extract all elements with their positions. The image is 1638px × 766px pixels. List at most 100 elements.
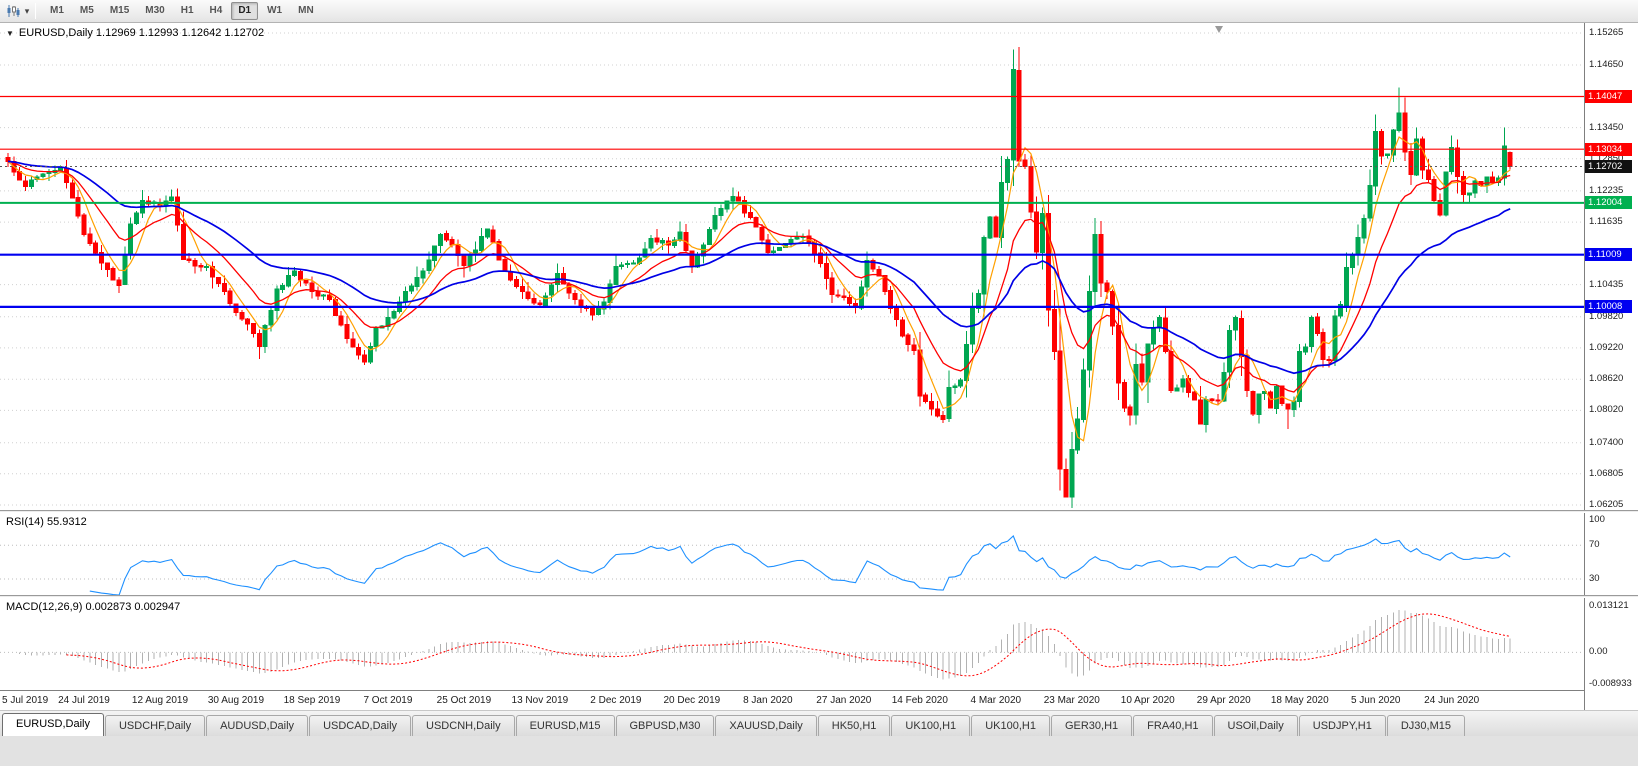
time-axis-label: 10 Apr 2020 — [1120, 695, 1175, 706]
candles-series — [5, 47, 1513, 508]
axis-tick-label: 1.08620 — [1589, 373, 1624, 385]
timeframe-button-m5[interactable]: M5 — [79, 5, 94, 16]
axis-tick-label: 1.08020 — [1589, 404, 1624, 416]
timeframe-button-m30[interactable]: M30 — [145, 5, 165, 16]
time-axis-label: 12 Aug 2019 — [131, 695, 189, 706]
chart-tab-xauusd-daily[interactable]: XAUUSD,Daily — [715, 715, 817, 736]
time-axis-label: 7 Oct 2019 — [363, 695, 413, 706]
axis-tick-label: 1.14650 — [1589, 59, 1624, 71]
chart-tab-uk100-h1[interactable]: UK100,H1 — [891, 715, 971, 736]
axis-tick-label: 1.07400 — [1589, 436, 1624, 448]
timeframe-button-m15[interactable]: M15 — [109, 5, 130, 16]
chart-title: ▼ EURUSD,Daily 1.12969 1.12993 1.12642 1… — [6, 27, 264, 39]
chart-tab-hk50-h1[interactable]: HK50,H1 — [817, 715, 891, 736]
chart-window[interactable]: ▼ EURUSD,Daily 1.12969 1.12993 1.12642 1… — [0, 23, 1638, 710]
time-axis-label: 13 Nov 2019 — [511, 695, 569, 706]
chart-shift-marker[interactable] — [1215, 26, 1223, 33]
level-price-label: 1.11009 — [1585, 248, 1632, 262]
chart-tab-usoil-daily[interactable]: USOil,Daily — [1213, 715, 1298, 736]
axis-tick-label: 70 — [1589, 539, 1600, 551]
timeframe-buttons: M1 M5 M15 M30 H1 H4 D1 W1 MN — [42, 2, 322, 20]
chart-tab-ger30-h1[interactable]: GER30,H1 — [1050, 715, 1133, 736]
moving-average-5 — [7, 136, 1511, 442]
chart-tab-usdchf-daily[interactable]: USDCHF,Daily — [104, 715, 206, 736]
chart-tab-usdcad-daily[interactable]: USDCAD,Daily — [309, 715, 412, 736]
axis-tick-label: 1.09220 — [1589, 341, 1624, 353]
axis-tick-label: 0.00 — [1589, 646, 1608, 658]
price-axis[interactable]: 1.15265 1.14650 1.13450 1.12850 1.12235 1.116… — [1584, 23, 1638, 710]
rsi-pane[interactable] — [0, 513, 1584, 595]
time-axis-label: 5 Jun 2020 — [1350, 695, 1401, 706]
axis-tick-label: 1.10435 — [1589, 278, 1624, 290]
moving-average-34 — [7, 160, 1511, 375]
macd-histogram — [19, 610, 1511, 680]
chart-tab-usdjpy-h1[interactable]: USDJPY,H1 — [1298, 715, 1386, 736]
level-price-label: 1.13034 — [1585, 142, 1632, 156]
time-axis-label: 18 May 2020 — [1270, 695, 1329, 706]
axis-tick-label: 1.12235 — [1589, 184, 1624, 196]
pane-separator[interactable] — [0, 510, 1638, 513]
pane-separator[interactable] — [0, 595, 1638, 598]
toolbar-divider — [35, 3, 36, 19]
time-axis-label: 23 Mar 2020 — [1043, 695, 1100, 706]
time-axis-label: 2 Dec 2019 — [590, 695, 642, 706]
time-axis-label: 24 Jun 2020 — [1424, 695, 1480, 706]
current-price-label: 1.12702 — [1585, 160, 1632, 174]
time-axis-label: 29 Apr 2020 — [1196, 695, 1251, 706]
chart-tab-usdcnh-daily[interactable]: USDCNH,Daily — [412, 715, 515, 736]
time-axis-label: 5 Jul 2019 — [2, 695, 49, 706]
time-axis-label: 14 Feb 2020 — [891, 695, 948, 706]
axis-tick-label: 100 — [1589, 514, 1605, 525]
timeframe-button-h4[interactable]: H4 — [209, 5, 223, 16]
time-axis-label: 4 Mar 2020 — [970, 695, 1022, 706]
chart-tab-eurusd-m15[interactable]: EURUSD,M15 — [515, 715, 615, 736]
time-axis-label: 18 Sep 2019 — [283, 695, 341, 706]
level-price-label: 1.10008 — [1585, 300, 1632, 314]
timeframe-button-h1[interactable]: H1 — [180, 5, 194, 16]
timeframe-button-d1[interactable]: D1 — [231, 2, 259, 20]
axis-tick-label: 1.12850 — [1589, 152, 1624, 164]
timeframe-button-m1[interactable]: M1 — [50, 5, 64, 16]
time-axis-label: 27 Jan 2020 — [816, 695, 872, 706]
axis-tick-label: 30 — [1589, 573, 1600, 584]
time-axis-label: 25 Oct 2019 — [436, 695, 492, 706]
bottom-strip — [0, 736, 1638, 766]
price-pane[interactable] — [0, 23, 1584, 510]
rsi-line — [89, 535, 1511, 595]
axis-tick-label: 1.11635 — [1589, 216, 1623, 228]
axis-tick-label: 1.15265 — [1589, 27, 1624, 38]
timeframe-button-mn[interactable]: MN — [298, 5, 314, 16]
time-axis-label: 20 Dec 2019 — [663, 695, 721, 706]
macd-signal-line — [66, 613, 1511, 677]
axis-tick-label: 1.09820 — [1589, 310, 1624, 322]
axis-tick-label: 0.013121 — [1589, 600, 1629, 611]
axis-tick-label: 1.13450 — [1589, 121, 1624, 133]
collapse-triangle-icon[interactable]: ▼ — [6, 28, 14, 38]
axis-tick-label: -0.008933 — [1589, 678, 1632, 689]
timeframe-button-w1[interactable]: W1 — [267, 5, 283, 16]
level-price-label: 1.14047 — [1585, 89, 1632, 103]
chart-tab-bar: EURUSD,Daily USDCHF,Daily AUDUSD,Daily USDC… — [0, 710, 1638, 736]
chart-tab-eurusd-daily-active[interactable]: EURUSD,Daily — [2, 713, 104, 736]
caret-down-icon[interactable]: ▾ — [24, 5, 30, 16]
chart-tab-audusd-daily[interactable]: AUDUSD,Daily — [206, 715, 309, 736]
chart-tab-dj30-m15[interactable]: DJ30,M15 — [1386, 715, 1465, 736]
chart-type-icon[interactable] — [4, 2, 22, 20]
time-axis[interactable]: 5 Jul 2019 24 Jul 2019 12 Aug 2019 30 Aug 2… — [0, 690, 1584, 710]
chart-tab-gbpusd-m30[interactable]: GBPUSD,M30 — [615, 715, 715, 736]
time-axis-label: 30 Aug 2019 — [207, 695, 265, 706]
rsi-indicator-label: RSI(14) 55.9312 — [6, 516, 87, 528]
timeframe-toolbar: ▾ M1 M5 M15 M30 H1 H4 D1 W1 MN — [0, 0, 1638, 23]
axis-tick-label: 1.06205 — [1589, 499, 1624, 510]
moving-average-13 — [7, 160, 1511, 393]
chart-tab-uk100-h1[interactable]: UK100,H1 — [971, 715, 1050, 736]
chart-tab-fra40-h1[interactable]: FRA40,H1 — [1133, 715, 1213, 736]
axis-tick-label: 1.06805 — [1589, 467, 1624, 479]
time-axis-label: 24 Jul 2019 — [58, 695, 110, 706]
level-price-label: 1.12004 — [1585, 196, 1632, 210]
chart-title-text: EURUSD,Daily 1.12969 1.12993 1.12642 1.1… — [18, 27, 265, 39]
time-axis-label: 8 Jan 2020 — [743, 695, 793, 706]
macd-pane[interactable] — [0, 598, 1584, 690]
macd-indicator-label: MACD(12,26,9) 0.002873 0.002947 — [6, 601, 181, 613]
